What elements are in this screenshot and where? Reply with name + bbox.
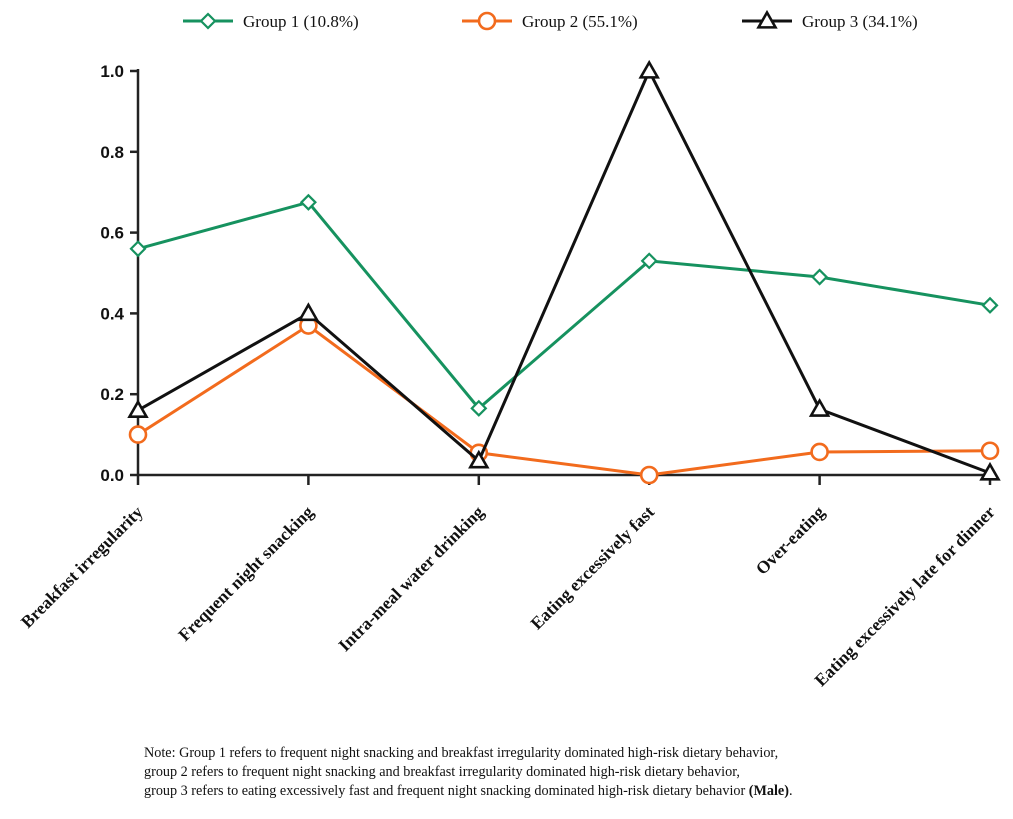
data-point [468,449,490,469]
chart-note: Note: Group 1 refers to frequent night s… [144,744,1004,801]
legend: Group 1 (10.8%) Group 2 (55.1%) Group 3 (3… [183,9,918,31]
note-line-3-end: . [788,783,793,799]
y-tick-label: 0.6 [100,224,124,243]
y-tick-label: 0.0 [100,466,124,485]
legend-marker [199,12,217,30]
legend-label: Group 1 (10.8%) [243,12,359,31]
legend-marker [756,9,778,29]
legend-percent: (10.8%) [303,12,358,31]
data-point [638,59,660,79]
note-line-3: group 3 refers to eating excessively fas… [144,782,1004,801]
data-point [808,398,831,417]
series-line [137,67,991,475]
legend-label: Group 2 (55.1%) [522,12,638,31]
y-tick-label: 0.4 [100,304,124,323]
note-male-label: (Male) [748,783,789,799]
y-tick-label: 0.8 [100,143,124,162]
data-point [980,441,1000,461]
legend-percent: (55.1%) [582,12,637,31]
x-tick-label: Breakfast irregularity [17,502,147,632]
data-point [979,461,1001,481]
data-point [128,425,148,444]
series-3 [127,59,1001,481]
data-point [299,193,317,211]
x-tick-label: Intra-meal water drinking [334,502,488,656]
x-tick-label: Over-eating [752,502,829,579]
data-point [981,296,999,314]
x-tick-label: Frequent night snacking [174,502,317,645]
data-point [811,268,829,286]
data-point [810,442,829,462]
chart-axes: 0.0 0.2 0.4 0.6 0.8 1.0 Breakfast irregularity… [17,62,999,690]
legend-percent: (34.1%) [862,12,917,31]
line-chart: Group 1 (10.8%) Group 2 (55.1%) Group 3 (3… [17,9,1001,690]
data-point [129,240,147,258]
legend-item-2: Group 2 (55.1%) [462,11,638,31]
note-line-1: Note: Group 1 refers to frequent night s… [144,745,779,761]
series-layer [127,59,1001,485]
series-1 [129,193,999,417]
data-point [640,252,658,270]
note-line-2: group 2 refers to frequent night snackin… [144,764,740,780]
data-point [297,302,320,322]
x-tick-label: Eating excessively fast [526,502,658,634]
y-tick-label: 0.2 [100,385,124,404]
series-line [137,200,991,411]
series-line [137,323,991,477]
data-point [639,465,659,485]
y-tick-label: 1.0 [100,62,124,81]
legend-item-3: Group 3 (34.1%) [742,9,918,31]
note-line-3-text: group 3 refers to eating excessively fas… [144,783,749,799]
x-tick-label: Eating excessively late for dinner [810,502,999,691]
legend-label: Group 3 (34.1%) [802,12,918,31]
legend-marker [477,11,497,31]
data-point [127,399,149,419]
legend-item-1: Group 1 (10.8%) [183,12,359,31]
data-point [470,399,488,417]
